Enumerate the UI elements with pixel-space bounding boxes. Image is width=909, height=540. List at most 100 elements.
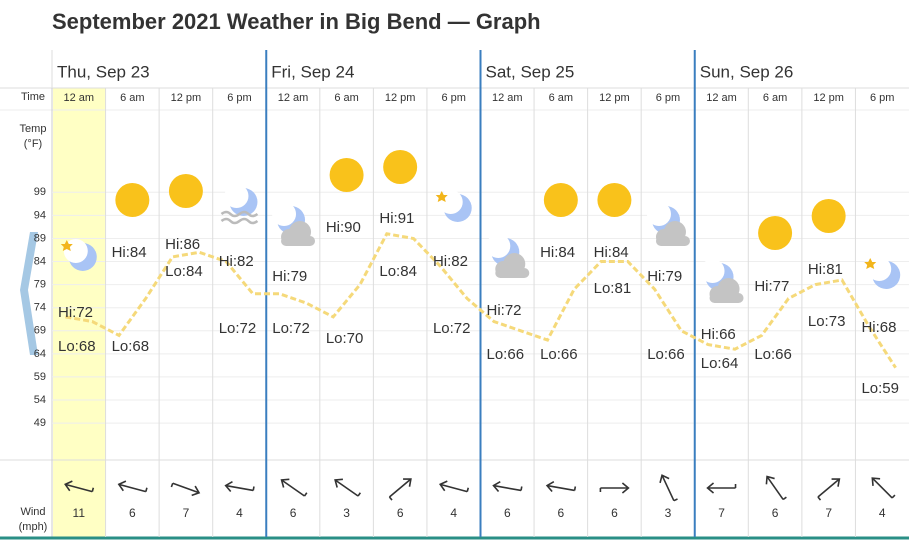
wind-speed: 6	[397, 506, 404, 520]
wind-arrow	[170, 482, 201, 497]
hi-label: Hi:86	[165, 236, 200, 253]
wind-head	[765, 475, 775, 485]
hi-label: Hi:79	[272, 268, 307, 285]
panel	[0, 50, 909, 540]
lo-label: Lo:66	[647, 346, 685, 363]
cloud-part	[495, 268, 530, 278]
cloud-part	[655, 236, 690, 246]
time-label: 6 am	[334, 92, 358, 104]
moon-cut	[486, 234, 511, 258]
lo-label: Lo:70	[326, 330, 364, 347]
wind-head	[64, 480, 73, 492]
lo-label: Lo:84	[379, 263, 417, 280]
moon-cut	[700, 259, 725, 283]
time-label: 12 pm	[171, 92, 202, 104]
y-tick-label: 54	[34, 394, 46, 406]
wind-shaft	[817, 478, 840, 498]
wind-tail	[388, 496, 393, 501]
wind-arrow	[871, 477, 896, 499]
wind-head	[706, 482, 715, 494]
star-icon	[60, 240, 73, 251]
time-label: 12 pm	[385, 92, 416, 104]
moon-cut	[646, 202, 671, 226]
wind-arrow	[492, 480, 523, 493]
row-label: (mph)	[19, 521, 48, 533]
wind-speed: 6	[290, 506, 297, 520]
hi-label: Hi:84	[112, 244, 147, 261]
lo-label: Lo:72	[433, 320, 471, 337]
row-label: (°F)	[24, 138, 42, 150]
wind-shaft	[172, 482, 200, 494]
wind-head	[659, 474, 670, 484]
wind-speed: 11	[73, 506, 86, 520]
wind-head	[224, 480, 233, 493]
wind-shaft	[661, 474, 675, 502]
wind-head	[545, 480, 555, 493]
moon-cut	[224, 184, 249, 208]
wind-tail	[673, 498, 678, 502]
y-tick-label: 99	[34, 186, 46, 198]
wind-speed: 4	[879, 506, 886, 520]
wind-speed: 7	[183, 506, 190, 520]
time-label: 12 am	[492, 92, 523, 104]
time-label: 12 am	[63, 92, 94, 104]
y-tick-label: 79	[34, 279, 46, 291]
fog-line	[220, 217, 259, 225]
wind-head	[492, 480, 501, 493]
wind-tail	[357, 492, 362, 497]
wind-speed: 4	[236, 506, 243, 520]
day-label: Thu, Sep 23	[57, 62, 150, 81]
wind-arrow	[280, 478, 308, 497]
wind-speed: 6	[558, 506, 565, 520]
y-tick-label: 49	[34, 417, 46, 429]
day-label: Fri, Sep 24	[271, 62, 354, 81]
cloud-icon	[655, 221, 690, 246]
sun-icon	[115, 183, 150, 217]
time-label: 6 pm	[441, 92, 465, 104]
wind-head	[117, 480, 127, 492]
lo-label: Lo:72	[272, 320, 310, 337]
wind-arrow	[599, 482, 630, 494]
star-icon	[435, 191, 448, 202]
sun-icon	[758, 216, 793, 250]
sun-icon	[383, 150, 418, 184]
hi-label: Hi:90	[326, 219, 361, 236]
hi-label: Hi:72	[487, 302, 522, 319]
day-label: Sun, Sep 26	[700, 62, 794, 81]
wind-speed: 6	[772, 506, 779, 520]
wind-shaft	[118, 483, 147, 493]
day-label: Sat, Sep 25	[486, 62, 575, 81]
time-label: 6 am	[549, 92, 573, 104]
wind-speed: 3	[665, 506, 672, 520]
row-label: Temp	[20, 123, 47, 135]
wind-speed: 6	[504, 506, 511, 520]
wind-speed: 4	[450, 506, 457, 520]
hi-label: Hi:84	[594, 244, 629, 261]
scroll-left[interactable]	[20, 232, 38, 355]
wind-tail	[303, 492, 308, 497]
wind-tail	[891, 494, 896, 499]
wind-shaft	[388, 478, 412, 498]
wind-head	[334, 478, 343, 488]
hi-label: Hi:84	[540, 244, 575, 261]
sun-icon	[543, 183, 578, 217]
hi-label: Hi:68	[861, 319, 896, 336]
row-label: Wind	[20, 506, 45, 518]
wind-speed: 7	[718, 506, 725, 520]
wind-arrow	[659, 474, 678, 502]
cloud-icon	[495, 253, 530, 278]
hi-label: Hi:81	[808, 261, 843, 278]
time-label: 12 pm	[599, 92, 630, 104]
wind-head	[871, 477, 881, 486]
y-tick-label: 84	[34, 255, 46, 267]
lo-label: Lo:66	[754, 346, 792, 363]
wind-shaft	[766, 476, 784, 500]
time-label: 12 pm	[813, 92, 844, 104]
wind-shaft	[439, 483, 468, 493]
lo-label: Lo:72	[219, 320, 257, 337]
wind-speed: 6	[611, 506, 618, 520]
wind-arrow	[545, 480, 577, 493]
y-tick-label: 64	[34, 348, 46, 360]
y-tick-label: 89	[34, 232, 46, 244]
lo-label: Lo:66	[540, 346, 578, 363]
